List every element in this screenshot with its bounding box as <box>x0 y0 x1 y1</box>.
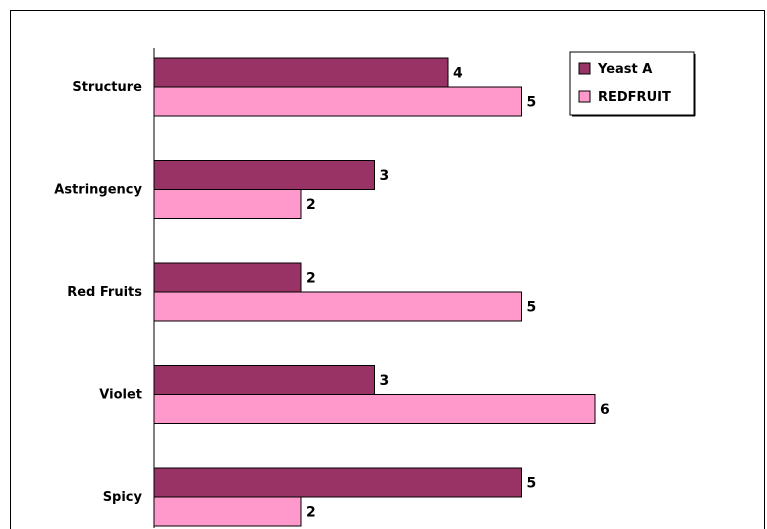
bar-yeast-a-structure <box>153 57 449 88</box>
value-label-redfruit-astringency: 2 <box>306 197 316 213</box>
bar-redfruit-violet <box>153 394 596 424</box>
value-label-redfruit-red-fruits: 5 <box>527 300 537 316</box>
category-label-structure: Structure <box>72 80 142 95</box>
category-label-red-fruits: Red Fruits <box>67 285 142 300</box>
bar-yeast-a-astringency <box>153 160 375 190</box>
legend <box>569 51 695 116</box>
legend-label-redfruit: REDFRUIT <box>598 90 671 105</box>
bar-yeast-a-violet <box>153 365 375 395</box>
bar-redfruit-structure <box>153 86 522 117</box>
value-label-yeast-a-violet: 3 <box>380 373 390 389</box>
value-label-redfruit-structure: 5 <box>527 95 537 111</box>
legend-label-yeast-a: Yeast A <box>597 62 652 77</box>
category-label-astringency: Astringency <box>54 183 142 198</box>
category-label-violet: Violet <box>99 388 142 403</box>
category-label-spicy: Spicy <box>103 490 143 505</box>
value-label-yeast-a-red-fruits: 2 <box>306 271 316 287</box>
value-label-redfruit-violet: 6 <box>600 402 610 418</box>
value-label-yeast-a-spicy: 5 <box>527 476 537 492</box>
legend-swatch-yeast-a <box>578 62 591 75</box>
value-label-yeast-a-astringency: 3 <box>380 168 390 184</box>
bar-redfruit-astringency <box>153 189 302 219</box>
value-label-redfruit-spicy: 2 <box>306 505 316 521</box>
bar-yeast-a-spicy <box>153 467 522 498</box>
bar-redfruit-red-fruits <box>153 291 522 322</box>
value-label-yeast-a-structure: 4 <box>453 66 463 82</box>
legend-swatch-redfruit <box>578 90 591 103</box>
bar-redfruit-spicy <box>153 496 302 527</box>
bar-yeast-a-red-fruits <box>153 262 302 293</box>
